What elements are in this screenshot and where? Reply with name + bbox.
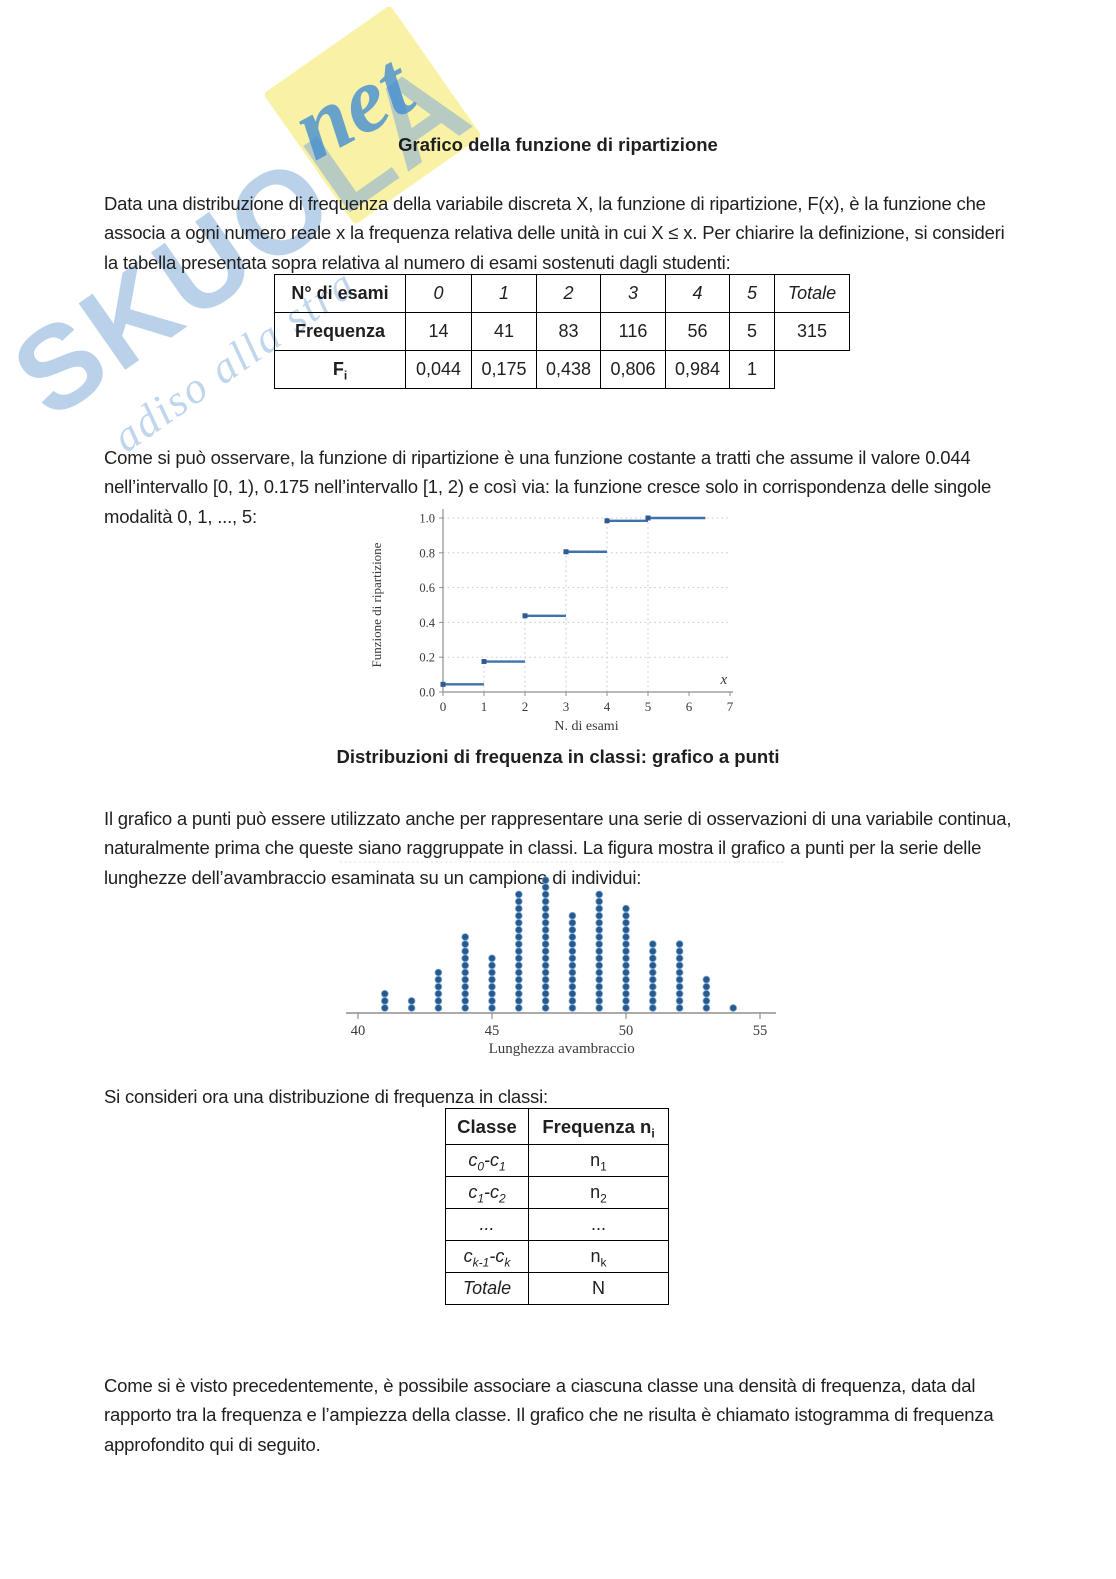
table-row: Fi 0,044 0,175 0,438 0,806 0,984 1: [274, 350, 850, 389]
table-cell-empty: [775, 351, 850, 389]
table-cell: 0,175: [471, 350, 537, 389]
svg-text:1.0: 1.0: [419, 512, 435, 526]
table-cell: N: [528, 1272, 669, 1305]
table-cell: 1: [471, 274, 537, 313]
svg-text:0.2: 0.2: [419, 651, 435, 665]
svg-text:6: 6: [686, 699, 693, 714]
column-header: Classe: [445, 1108, 529, 1145]
table-cell: ...: [445, 1208, 529, 1241]
table-cell: c1-c2: [445, 1176, 529, 1209]
svg-text:40: 40: [351, 1023, 366, 1039]
table-cell: 5: [729, 312, 775, 351]
table-cell: 0,438: [536, 350, 601, 389]
table-row: c0-c1 n1: [445, 1144, 669, 1177]
table-header-row: Classe Frequenza ni: [445, 1108, 669, 1145]
section-title: Distribuzioni di frequenza in classi: gr…: [336, 746, 780, 767]
cdf-step-chart: 0.0 0.2 0.4 0.6 0.8 1.0 0 1 2 3 4 5 6 7 N. di esami Fun…: [369, 509, 734, 734]
table-row: ... ...: [445, 1208, 669, 1241]
svg-text:55: 55: [753, 1023, 768, 1039]
table-row: Frequenza 14 41 83 116 56 5 315: [274, 312, 850, 351]
svg-text:3: 3: [563, 699, 570, 714]
paragraph-definition: Data una distribuzione di frequenza dell…: [104, 192, 1005, 273]
table-row: c1-c2 n2: [445, 1176, 669, 1209]
table-cell: 116: [600, 312, 666, 351]
dot-plot-chart: 40 45 50 55 Lunghezza avambraccio: [340, 861, 785, 1057]
table-cell: 41: [471, 312, 537, 351]
table-cell: n2: [528, 1176, 669, 1209]
table-cell: 3: [600, 274, 666, 313]
table-cell: c0-c1: [445, 1144, 529, 1177]
table-cell: 4: [665, 274, 730, 313]
svg-text:4: 4: [604, 699, 611, 714]
svg-text:0.8: 0.8: [419, 546, 435, 560]
paragraph-observation: Come si può osservare, la funzione di ri…: [104, 446, 992, 527]
row-header: Fi: [274, 350, 406, 389]
svg-text:Funzione di ripartizione: Funzione di ripartizione: [369, 542, 384, 667]
paragraph-classes-intro: Si consideri ora una distribuzione di fr…: [104, 1085, 548, 1107]
table-cell: 0,806: [600, 350, 666, 389]
row-header: N° di esami: [274, 274, 406, 313]
svg-text:0.0: 0.0: [419, 686, 435, 700]
svg-text:1: 1: [481, 699, 488, 714]
table-cell: Totale: [445, 1272, 529, 1305]
column-header: Frequenza ni: [528, 1108, 669, 1145]
table-cell: 14: [405, 312, 472, 351]
table-cell: n1: [528, 1144, 669, 1177]
row-header: Frequenza: [274, 312, 406, 351]
table-row: N° di esami 0 1 2 3 4 5 Totale: [274, 274, 850, 313]
table-cell: nk: [528, 1240, 669, 1273]
table-row: ck-1-ck nk: [445, 1240, 669, 1273]
page-title: Grafico della funzione di ripartizione: [398, 134, 718, 155]
class-frequency-table: Classe Frequenza ni c0-c1 n1 c1-c2 n2 ..…: [445, 1108, 669, 1305]
table-cell: Totale: [774, 274, 850, 313]
table-cell: 0: [405, 274, 472, 313]
svg-text:5: 5: [645, 699, 652, 714]
exam-frequency-table: N° di esami 0 1 2 3 4 5 Totale Frequenza…: [274, 274, 850, 389]
paragraph-dotplot-intro: Il grafico a punti può essere utilizzato…: [104, 807, 1012, 888]
table-row: Totale N: [445, 1272, 669, 1305]
table-cell: ck-1-ck: [445, 1240, 529, 1273]
svg-text:0: 0: [440, 699, 447, 714]
table-cell: 5: [729, 274, 775, 313]
svg-text:x: x: [720, 672, 728, 688]
table-cell: ...: [528, 1208, 669, 1241]
table-cell: 0,984: [665, 350, 730, 389]
table-cell: 1: [729, 350, 775, 389]
svg-text:Lunghezza avambraccio: Lunghezza avambraccio: [489, 1041, 635, 1057]
paragraph-density-note: Come si è visto precedentemente, è possi…: [104, 1374, 994, 1455]
table-cell: 0,044: [405, 350, 472, 389]
svg-text:50: 50: [619, 1023, 634, 1039]
table-cell: 2: [536, 274, 601, 313]
table-cell: 83: [536, 312, 601, 351]
table-cell: 56: [665, 312, 730, 351]
svg-text:0.4: 0.4: [419, 616, 435, 630]
svg-text:7: 7: [727, 699, 734, 714]
svg-text:0.6: 0.6: [419, 581, 435, 595]
svg-text:N. di esami: N. di esami: [554, 719, 618, 734]
svg-text:45: 45: [485, 1023, 500, 1039]
svg-text:2: 2: [522, 699, 529, 714]
table-cell: 315: [774, 312, 850, 351]
